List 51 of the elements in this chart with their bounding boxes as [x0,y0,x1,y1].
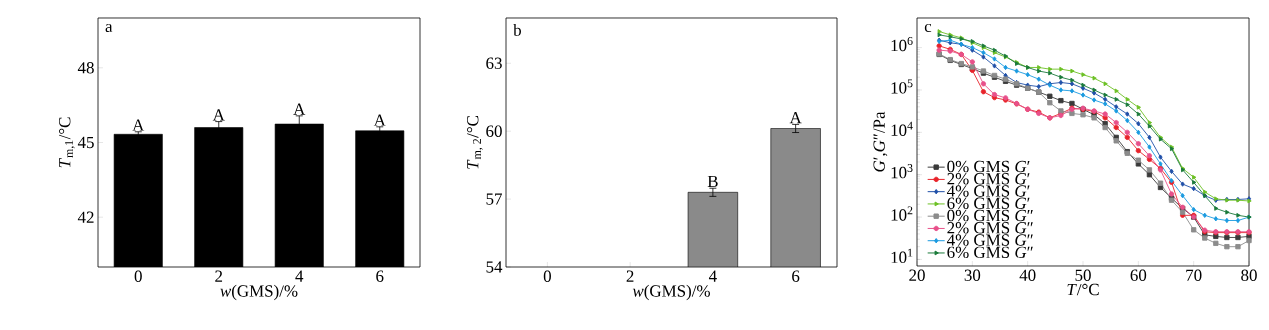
x-tick-label: 0 [543,270,551,282]
legend-label: 2% GMS G″ [947,222,1033,234]
x-tick-label: 4 [295,270,304,282]
y-tick-label: 42 [77,211,94,223]
legend-label: 0% GMS G′ [947,160,1030,173]
y-axis-title: T$_{m, 2}$/°C [467,116,483,169]
y-tick-label: 57 [486,193,502,205]
y-tick-label: 10$^{1}$ [891,248,913,264]
y-tick-label: 10$^{6}$ [891,36,913,52]
annotation: A [212,109,225,121]
y-tick-label: 60 [486,125,502,137]
y-tick-label: 48 [77,62,94,74]
y-tick-label: 10$^{4}$ [891,121,913,136]
annotation: A [132,119,145,131]
x-tick-label: 30 [964,269,981,281]
x-tick-label: 80 [1241,269,1257,281]
annotation: c [924,23,932,33]
y-axis-title: T$_{m,1}$/°C [59,117,75,168]
x-tick-label: 70 [1186,269,1202,281]
y-tick-label: 63 [486,57,502,69]
x-tick-label: 2 [626,270,634,282]
y-tick-label: 10$^{3}$ [891,164,913,179]
x-tick-label: 6 [376,270,384,282]
y-tick-label: 54 [486,261,503,273]
legend-label: 4% GMS G′ [947,185,1030,197]
legend-label: 4% GMS G″ [947,234,1033,246]
legend-label: 6% GMS G″ [947,246,1033,259]
x-tick-label: 0 [134,270,142,282]
x-tick-label: 60 [1130,269,1147,281]
annotation: B [707,175,718,188]
annotation: A [293,103,306,115]
y-tick-label: 45 [77,136,94,149]
legend-label: 0% GMS G″ [947,209,1033,222]
annotation: A [789,112,802,124]
x-axis-title: T/°C [1067,283,1099,296]
x-tick-label: 4 [708,270,717,282]
y-tick-label: 10$^{2}$ [891,206,913,221]
y-tick-label: 10$^{5}$ [891,79,913,94]
x-axis-title: w(GMS)/% [632,284,710,301]
x-tick-label: 20 [909,269,925,281]
x-tick-label: 40 [1019,269,1036,281]
x-tick-label: 6 [792,270,800,282]
x-tick-label: 50 [1075,269,1091,281]
legend-label: 6% GMS G′ [947,197,1030,210]
annotation: A [373,114,386,126]
x-axis-title: w(GMS)/% [220,284,298,301]
legend-label: 2% GMS G′ [947,173,1030,185]
y-axis-title: G′,G″/Pa [873,111,888,172]
annotation: b [513,23,521,36]
x-tick-label: 2 [215,270,223,282]
annotation: a [105,23,113,33]
